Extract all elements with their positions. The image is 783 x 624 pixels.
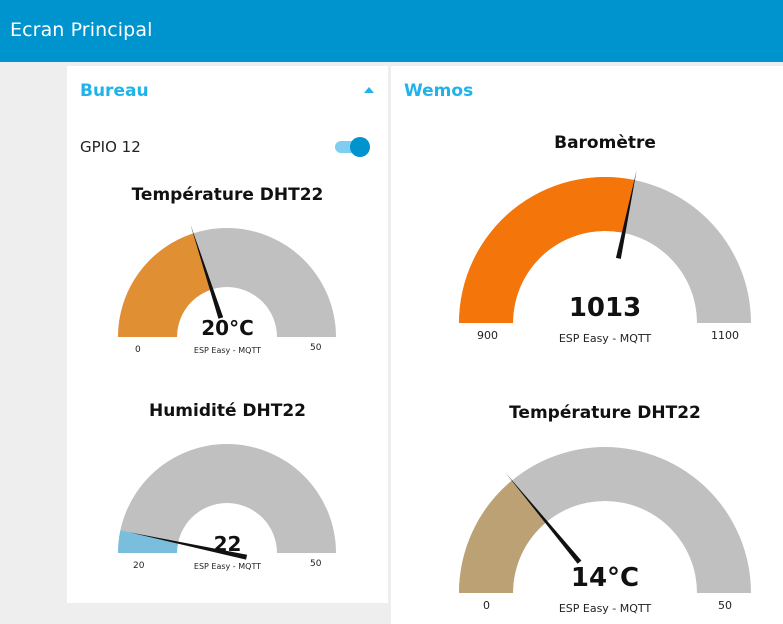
gauge-min-label: 0	[483, 599, 490, 612]
group-card-bureau: Bureau GPIO 12 Température DHT22 20°C ES…	[67, 66, 388, 603]
gauge-fill	[459, 177, 635, 323]
gauge-title: Température DHT22	[131, 185, 324, 205]
toggle-knob	[350, 137, 370, 157]
gauge-needle	[615, 170, 637, 259]
top-bar: Ecran Principal	[0, 0, 783, 62]
gauge-label: ESP Easy - MQTT	[558, 602, 652, 615]
gauge-arc	[118, 444, 336, 560]
gauge-label: ESP Easy - MQTT	[193, 562, 262, 571]
gauge-max-label: 50	[718, 599, 732, 612]
gauge-min-label: 900	[477, 329, 498, 342]
switch-label: GPIO 12	[80, 138, 141, 156]
gauge-fill	[459, 480, 547, 593]
gauge-barometer-wemos: Baromètre 1013 ESP Easy - MQTT 900 1100	[391, 133, 783, 353]
gauge-min-label: 0	[135, 345, 141, 355]
gpio-12-toggle[interactable]	[335, 136, 371, 158]
gauge-arc	[459, 447, 751, 593]
page-title: Ecran Principal	[10, 19, 153, 41]
gauge-track	[118, 444, 336, 553]
gauge-temperature-bureau: Température DHT22 20°C ESP Easy - MQTT 0…	[67, 181, 388, 361]
gauge-needle	[129, 532, 248, 560]
gauge-max-label: 1100	[711, 329, 739, 342]
gauge-max-label: 50	[310, 559, 322, 569]
gauge-value: 22	[213, 532, 242, 556]
gauge-min-label: 20	[133, 561, 145, 571]
gauge-humidity-bureau: Humidité DHT22 22 ESP Easy - MQTT 20 50	[67, 397, 388, 577]
gauge-temperature-wemos: Température DHT22 14°C ESP Easy - MQTT 0…	[391, 403, 783, 623]
group-title-bureau: Bureau	[80, 81, 149, 101]
gauge-value: 1013	[568, 293, 642, 323]
gauge-arc	[459, 170, 751, 323]
gauge-needle	[190, 224, 224, 319]
group-card-wemos: Wemos Baromètre 1013 ESP Easy - MQTT 900…	[391, 66, 783, 624]
gauge-label: ESP Easy - MQTT	[193, 346, 262, 355]
gauge-needle	[505, 472, 582, 564]
gauge-title: Température DHT22	[509, 403, 701, 423]
gauge-value: 14°C	[570, 563, 640, 593]
gauge-fill	[118, 233, 212, 337]
gauge-title: Humidité DHT22	[148, 401, 307, 421]
gauge-max-label: 50	[310, 343, 322, 353]
gauge-track	[459, 447, 751, 593]
collapse-icon[interactable]	[364, 87, 374, 93]
gauge-label: ESP Easy - MQTT	[558, 332, 652, 345]
gauge-value: 20°C	[201, 316, 254, 340]
gauge-arc	[118, 224, 336, 337]
gauge-title: Baromètre	[554, 133, 656, 153]
group-title-wemos: Wemos	[404, 81, 474, 101]
gauge-fill	[118, 530, 179, 553]
